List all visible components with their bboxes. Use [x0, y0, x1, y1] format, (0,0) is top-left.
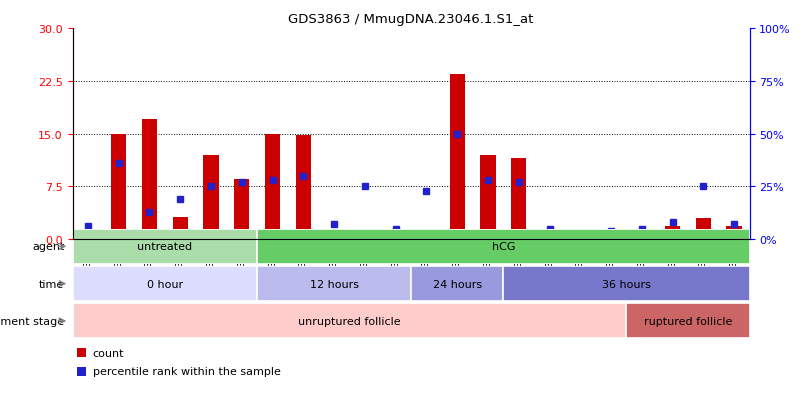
- Text: unruptured follicle: unruptured follicle: [298, 316, 401, 326]
- Text: agent: agent: [32, 242, 64, 252]
- Bar: [480, 155, 496, 240]
- Bar: [203, 155, 218, 240]
- Text: percentile rank within the sample: percentile rank within the sample: [93, 366, 280, 376]
- Bar: [73, 229, 257, 264]
- Title: GDS3863 / MmugDNA.23046.1.S1_at: GDS3863 / MmugDNA.23046.1.S1_at: [289, 13, 534, 26]
- Bar: [450, 75, 465, 240]
- Bar: [257, 229, 750, 264]
- Text: untreated: untreated: [137, 242, 193, 252]
- Text: 12 hours: 12 hours: [310, 279, 359, 289]
- Bar: [234, 180, 250, 240]
- Bar: [73, 304, 626, 339]
- Bar: [665, 227, 680, 240]
- Bar: [172, 217, 188, 240]
- Bar: [81, 237, 96, 240]
- Bar: [542, 237, 557, 240]
- Text: ruptured follicle: ruptured follicle: [644, 316, 732, 326]
- Bar: [411, 266, 504, 301]
- Bar: [357, 231, 372, 240]
- Text: hCG: hCG: [492, 242, 515, 252]
- Bar: [626, 304, 750, 339]
- Bar: [257, 266, 411, 301]
- Text: development stage: development stage: [0, 316, 64, 326]
- Bar: [265, 134, 280, 240]
- Bar: [604, 231, 619, 240]
- Bar: [511, 159, 526, 240]
- Bar: [572, 236, 588, 240]
- Bar: [326, 229, 342, 240]
- Text: 36 hours: 36 hours: [602, 279, 651, 289]
- Text: 0 hour: 0 hour: [147, 279, 183, 289]
- Bar: [388, 234, 403, 240]
- Text: 24 hours: 24 hours: [433, 279, 482, 289]
- Bar: [142, 120, 157, 240]
- Bar: [73, 266, 257, 301]
- Bar: [504, 266, 750, 301]
- Bar: [634, 230, 650, 240]
- Bar: [296, 135, 311, 240]
- Text: time: time: [39, 279, 64, 289]
- Bar: [726, 227, 742, 240]
- Text: count: count: [93, 348, 124, 358]
- Bar: [696, 218, 711, 240]
- Bar: [419, 236, 434, 240]
- Bar: [111, 134, 127, 240]
